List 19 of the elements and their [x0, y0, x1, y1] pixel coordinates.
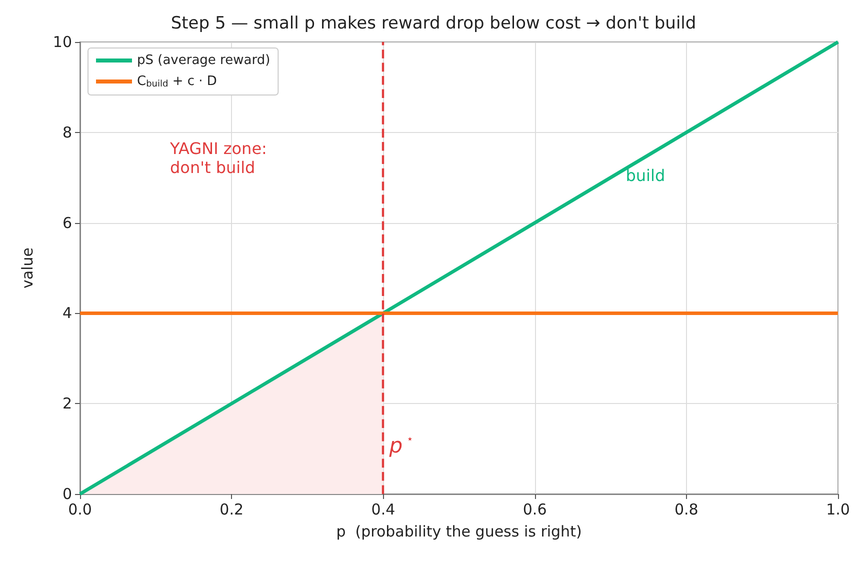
y-tick-label: 10: [52, 33, 72, 51]
y-tick-label: 0: [62, 485, 72, 503]
y-tick-label: 4: [62, 304, 72, 322]
x-tick-label: 0.4: [371, 500, 396, 518]
legend-label: pS (average reward): [137, 53, 270, 68]
y-tick-label: 8: [62, 123, 72, 142]
x-tick-label: 0.8: [674, 500, 698, 518]
x-tick-label: 1.0: [826, 500, 850, 518]
annotation: YAGNI zone: don't build: [169, 139, 267, 177]
chart-title: Step 5 — small p makes reward drop below cost → don't build: [170, 14, 696, 34]
x-tick-label: 0.6: [522, 500, 547, 518]
annotation: build: [626, 166, 666, 185]
x-tick-label: 0.2: [220, 500, 244, 518]
ref-line-label: p⋆: [388, 434, 414, 458]
x-tick-label: 0.0: [68, 500, 92, 518]
y-axis-title: value: [18, 248, 36, 288]
y-tick-label: 6: [62, 214, 72, 232]
y-tick-label: 2: [62, 394, 72, 413]
x-axis-title: p (probability the guess is right): [336, 522, 582, 540]
